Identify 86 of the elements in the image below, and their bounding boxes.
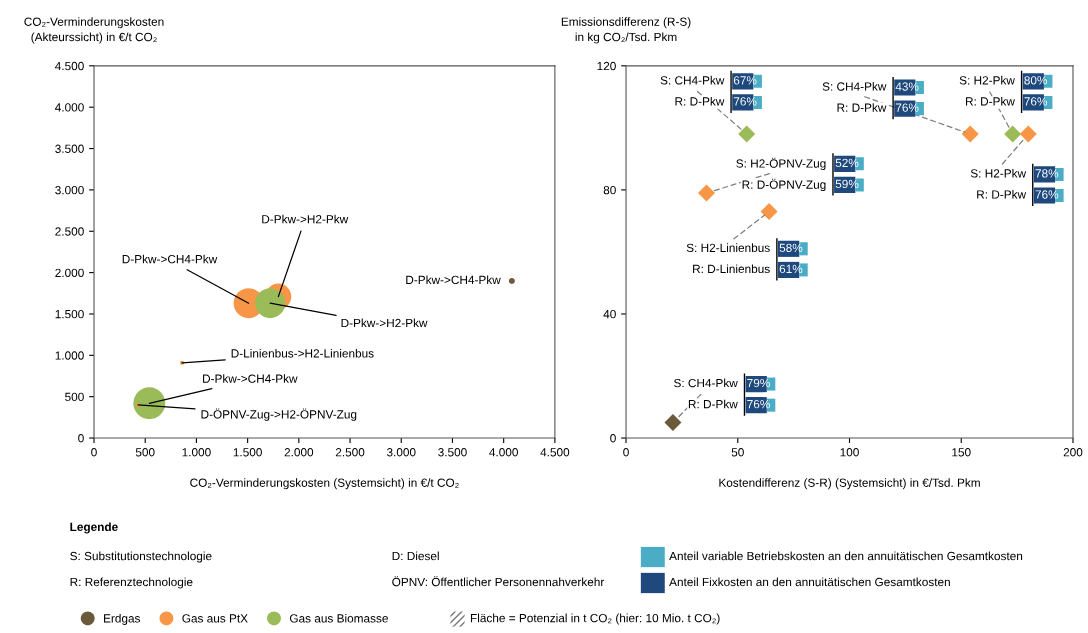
y-tick-label: 120 — [597, 61, 616, 71]
y-tick-label: 3.000 — [55, 185, 84, 195]
y-tick-label: 2.000 — [55, 268, 84, 278]
x-tick-label: 2.000 — [284, 448, 314, 457]
annotation: 76% — [747, 399, 770, 409]
y-tick-label: 3.500 — [55, 144, 84, 153]
x-tick-label: 3.500 — [438, 448, 467, 457]
annotation: D-Pkw->H2-Pkw — [262, 214, 349, 224]
y-tick-label: 0 — [610, 434, 616, 443]
text: Anteil variable Betriebskosten an den annuitätischen Gesamtkosten — [669, 551, 1023, 561]
annotation: 79% — [747, 378, 770, 388]
point — [738, 125, 756, 143]
y-tick-label: 1.000 — [55, 351, 84, 360]
x-tick-label: 100 — [840, 448, 859, 457]
y-axis-title: CO₂-Verminderungskosten (Akteurssicht) in €/t CO₂ — [24, 17, 164, 44]
annotation: R: D-Pkw — [688, 399, 738, 409]
annotation: S: H2-Pkw — [970, 168, 1027, 178]
annotation: 67% — [733, 76, 757, 85]
y-axis-title: Emissionsdifferenz (R-S) in kg CO₂/Tsd. Pkm — [561, 17, 691, 44]
x-tick-label: 1.500 — [233, 448, 262, 457]
annotation: 78% — [1035, 169, 1059, 178]
legend-label: Erdgas — [104, 613, 141, 625]
x-tick-label: 4.500 — [540, 448, 570, 457]
x-tick-label: 150 — [952, 448, 971, 457]
annotation: S: CH4-Pkw — [822, 82, 887, 91]
x-axis-title: CO₂-Verminderungskosten (Systemsicht) in €/t CO₂ — [190, 478, 459, 490]
text: ÖPNV: Öffentlicher Personennahverkehr — [392, 576, 605, 587]
annotation: S: CH4-Pkw — [660, 75, 725, 85]
annotation: 76% — [1024, 97, 1048, 106]
annotation: R: D-Pkw — [977, 189, 1027, 199]
annotation: 58% — [779, 243, 803, 252]
x-tick-label: 500 — [135, 448, 155, 457]
annotation: 52% — [835, 158, 859, 168]
annotation: D-Pkw->CH4-Pkw — [203, 374, 298, 383]
point — [961, 125, 979, 143]
annotation: 61% — [779, 264, 803, 274]
y-tick-label: 4.500 — [55, 61, 84, 71]
text: D: Diesel — [392, 551, 439, 561]
legend-label: Gas aus PtX — [182, 614, 248, 623]
annotation: 76% — [895, 103, 919, 112]
text: Anteil Fixkosten an den annuitätischen Gesamtkosten — [669, 577, 950, 587]
annotation: R: D-Pkw — [966, 96, 1015, 106]
y-tick-label: 40 — [603, 310, 616, 319]
point — [697, 184, 715, 202]
x-tick-label: 2.500 — [335, 448, 365, 457]
x-tick-label: 4.000 — [489, 448, 518, 457]
annotation: 80% — [1024, 76, 1048, 85]
x-tick-label: 50 — [731, 448, 744, 457]
text: Fläche = Potenzial in t CO₂ (hier: 10 Mio. t CO₂) — [470, 613, 720, 625]
point — [1004, 125, 1022, 143]
annotation: D-Pkw->H2-Pkw — [341, 318, 428, 328]
x-tick-label: 0 — [91, 448, 97, 457]
annotation: D-Pkw->CH4-Pkw — [122, 254, 218, 264]
x-tick-label: 200 — [1063, 448, 1083, 457]
annotation: S: CH4-Pkw — [674, 378, 738, 388]
y-tick-label: 80 — [603, 185, 616, 195]
annotation: D-ÖPNV-Zug->H2-ÖPNV-Zug — [201, 408, 357, 421]
point — [664, 414, 682, 432]
annotation: 76% — [733, 97, 757, 106]
legend-label: Gas aus Biomasse — [289, 613, 388, 623]
annotation: R: D-Pkw — [837, 103, 887, 112]
annotation: S: H2-Pkw — [959, 75, 1015, 85]
y-tick-label: 4.000 — [55, 103, 84, 112]
point — [760, 203, 778, 221]
x-tick-label: 0 — [623, 448, 629, 457]
x-axis-title: Kostendifferenz (S-R) (Systemsicht) in €/Tsd. Pkm — [719, 478, 980, 490]
annotation: R: D-ÖPNV-Zug — [742, 178, 826, 192]
x-tick-label: 1.000 — [182, 448, 211, 457]
annotation: 76% — [1035, 190, 1059, 199]
text: R: Referenztechnologie — [70, 577, 193, 589]
y-tick-label: 0 — [78, 434, 84, 443]
point — [1019, 125, 1037, 143]
annotation: R: D-Pkw — [675, 96, 725, 106]
y-tick-label: 500 — [65, 392, 84, 402]
annotation: S: H2-Linienbus — [686, 243, 770, 252]
text: S: Substitutionstechnologie — [70, 551, 212, 563]
annotation: D-Linienbus->H2-Linienbus — [231, 348, 374, 358]
annotation: S: H2-ÖPNV-Zug — [736, 157, 826, 171]
text: Legende — [70, 522, 118, 534]
y-tick-label: 1.500 — [55, 310, 84, 319]
annotation: 43% — [895, 82, 919, 91]
y-tick-label: 2.500 — [55, 227, 84, 236]
annotation: D-Pkw->CH4-Pkw — [406, 275, 501, 285]
annotation: 59% — [835, 179, 859, 189]
x-tick-label: 3.000 — [386, 448, 416, 457]
annotation: R: D-Linienbus — [693, 264, 770, 274]
